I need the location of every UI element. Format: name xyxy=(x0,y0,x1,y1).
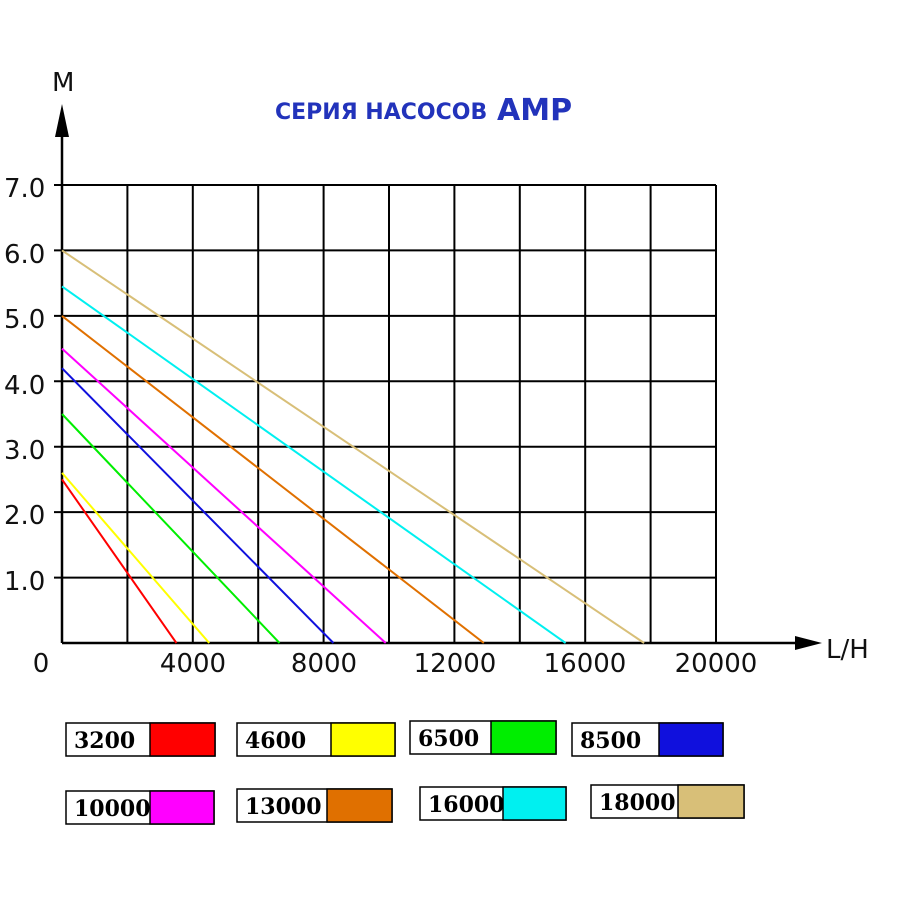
y-tick-label: 5.0 xyxy=(4,305,45,335)
legend-swatch xyxy=(490,720,557,755)
x-tick-label: 0 xyxy=(33,649,50,679)
series-line-10000 xyxy=(61,347,387,644)
y-tick-label: 6.0 xyxy=(4,240,45,270)
x-tick-label: 8000 xyxy=(291,649,357,679)
legend-swatch xyxy=(677,784,745,819)
x-axis-label: L/H xyxy=(826,635,869,665)
legend-label: 8500 xyxy=(580,728,641,754)
legend-item-18000: 18000 xyxy=(590,784,745,819)
legend-label: 6500 xyxy=(418,726,479,752)
y-tick-label: 7.0 xyxy=(4,174,45,204)
y-axis-arrow xyxy=(55,104,69,137)
x-axis-arrow xyxy=(795,636,822,650)
legend-label: 4600 xyxy=(245,728,306,754)
series-line-16000 xyxy=(61,285,567,644)
chart-title: СЕРИЯ НАСОСОВ xyxy=(275,100,487,125)
y-axis-label: M xyxy=(52,68,74,98)
legend-swatch xyxy=(326,788,393,823)
legend-label: 3200 xyxy=(74,728,135,754)
series-line-13000 xyxy=(61,315,485,644)
y-tick-label: 1.0 xyxy=(4,567,45,597)
x-tick-label: 20000 xyxy=(675,649,758,679)
legend-item-13000: 13000 xyxy=(236,788,393,823)
chart-series xyxy=(61,249,645,644)
x-tick-label: 12000 xyxy=(414,649,497,679)
legend-label: 18000 xyxy=(599,790,676,816)
series-line-3200 xyxy=(61,478,178,644)
legend-item-8500: 8500 xyxy=(571,722,724,757)
legend-swatch xyxy=(502,786,567,821)
chart-axes xyxy=(55,104,822,650)
legend-swatch xyxy=(149,722,216,757)
series-line-4600 xyxy=(61,472,210,644)
legend-item-10000: 10000 xyxy=(65,790,215,825)
chart-title-model: AMP xyxy=(497,93,572,128)
legend-swatch xyxy=(149,790,215,825)
legend-swatch xyxy=(330,722,396,757)
x-tick-label: 4000 xyxy=(160,649,226,679)
y-tick-label: 4.0 xyxy=(4,371,45,401)
legend-label: 13000 xyxy=(245,794,322,820)
legend-item-6500: 6500 xyxy=(409,720,557,755)
series-line-6500 xyxy=(61,413,281,644)
y-tick-label: 3.0 xyxy=(4,436,45,466)
chart-legend: 3200 4600 6500 8500 10000 13000 16000 18000 xyxy=(65,720,745,825)
legend-label: 16000 xyxy=(428,792,505,818)
legend-item-3200: 3200 xyxy=(65,722,216,757)
y-tick-label: 2.0 xyxy=(4,501,45,531)
legend-swatch xyxy=(658,722,724,757)
legend-label: 10000 xyxy=(74,796,151,822)
legend-item-16000: 16000 xyxy=(419,786,567,821)
series-line-8500 xyxy=(61,367,335,644)
x-tick-label: 16000 xyxy=(544,649,627,679)
series-line-18000 xyxy=(61,249,645,644)
legend-item-4600: 4600 xyxy=(236,722,396,757)
chart-grid xyxy=(54,184,717,643)
